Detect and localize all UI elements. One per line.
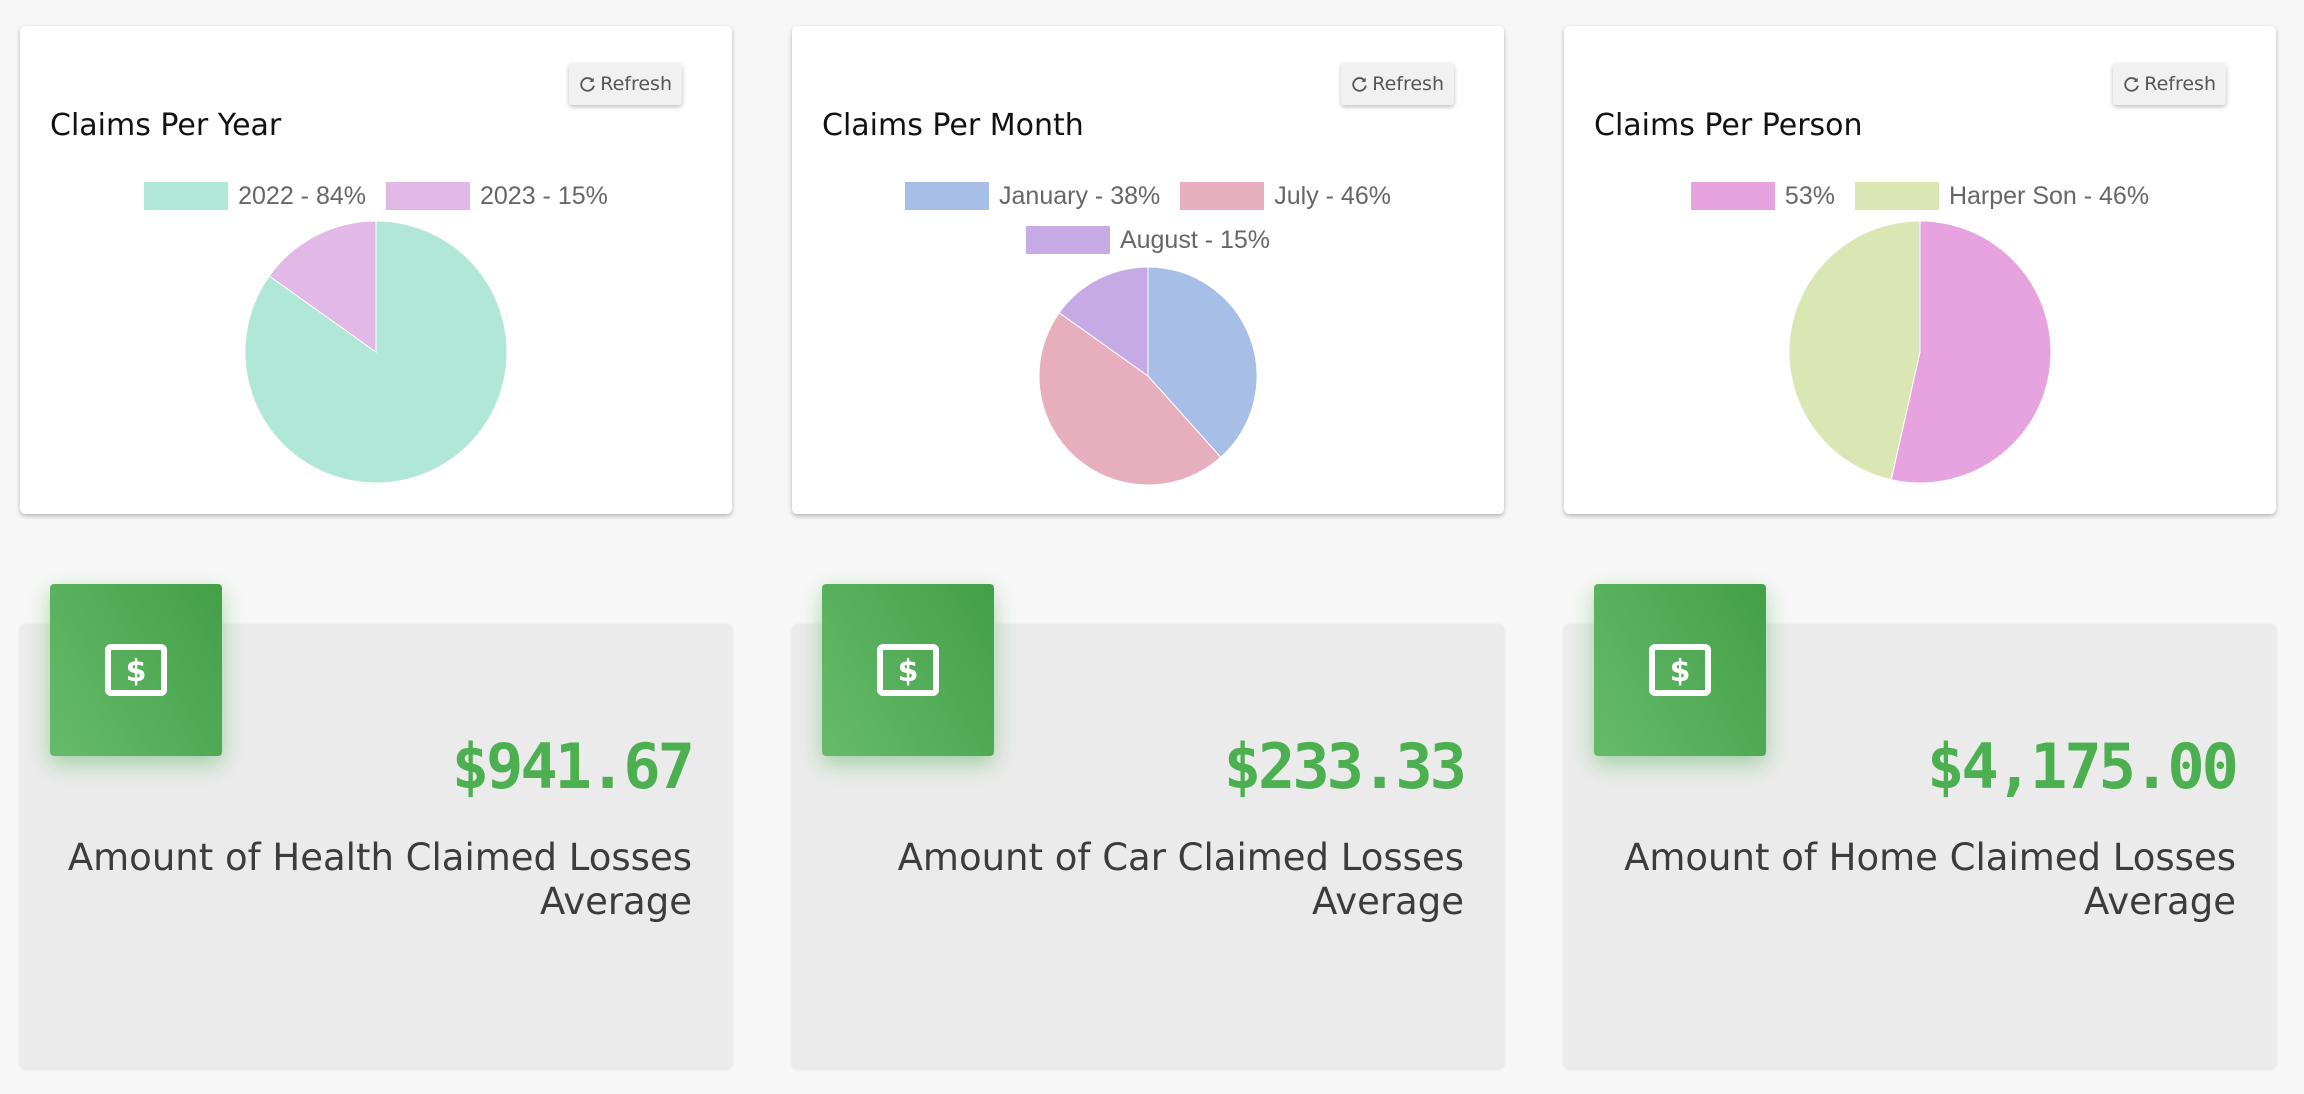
legend-item[interactable]: 2023 - 15% xyxy=(386,182,608,211)
claims-per-month-card: Claims Per Month Refresh January - 38% J… xyxy=(792,26,1504,514)
legend-item[interactable]: August - 15% xyxy=(1025,225,1271,255)
pie-slice-august[interactable] xyxy=(1058,266,1149,377)
legend-item[interactable]: 53% xyxy=(1690,181,1835,211)
legend-label: Harper Son - 46% xyxy=(1948,181,2150,210)
money-bill-icon: $ xyxy=(877,644,939,696)
chart-title: Claims Per Month xyxy=(822,108,1084,143)
legend-item[interactable]: July - 46% xyxy=(1180,182,1391,211)
legend-label: July - 46% xyxy=(1274,181,1391,210)
chart-title: Claims Per Person xyxy=(1594,108,1863,143)
legend-swatch xyxy=(386,182,470,210)
claims-per-person-card: Claims Per Person Refresh 53% Harper Son… xyxy=(1564,26,2276,514)
refresh-icon xyxy=(1352,76,1367,92)
refresh-label: Refresh xyxy=(600,73,672,95)
refresh-button[interactable]: Refresh xyxy=(569,63,682,105)
chart-title: Claims Per Year xyxy=(50,108,282,143)
money-bill-icon: $ xyxy=(1649,644,1711,696)
pie-slice-2023[interactable] xyxy=(268,220,377,353)
legend-item[interactable]: 2022 - 84% xyxy=(144,182,366,211)
legend-label: 2023 - 15% xyxy=(480,181,608,210)
stat-value: $4,175.00 xyxy=(1927,730,2239,803)
legend-swatch xyxy=(905,182,990,210)
legend-label: 53% xyxy=(1784,181,1835,210)
svg-text:$: $ xyxy=(126,654,147,689)
stat-label: Amount of Health Claimed Losses Average xyxy=(67,836,692,923)
legend-swatch xyxy=(144,182,229,210)
svg-text:$: $ xyxy=(898,654,919,689)
claims-per-year-pie xyxy=(244,220,508,484)
home-claims-stat-card: $4,175.00 Amount of Home Claimed Losses … xyxy=(1564,624,2276,1068)
pie-slice-january[interactable] xyxy=(1147,266,1258,458)
pie-slice-july[interactable] xyxy=(1038,312,1222,486)
legend-item[interactable]: January - 38% xyxy=(905,182,1160,211)
legend-label: 2022 - 84% xyxy=(238,181,366,210)
refresh-icon xyxy=(2124,76,2139,92)
stat-label: Amount of Car Claimed Losses Average xyxy=(897,836,1464,923)
legend-swatch xyxy=(1690,182,1775,210)
claims-per-person-pie xyxy=(1788,220,2052,484)
refresh-label: Refresh xyxy=(2144,73,2216,95)
svg-text:$: $ xyxy=(1670,654,1691,689)
refresh-button[interactable]: Refresh xyxy=(2113,63,2226,105)
stat-value: $941.67 xyxy=(451,730,695,803)
chart-legend: 2022 - 84% 2023 - 15% xyxy=(20,174,732,218)
legend-label: August - 15% xyxy=(1119,225,1271,254)
money-bill-icon-box: $ xyxy=(1594,584,1766,756)
money-bill-icon: $ xyxy=(105,644,167,696)
pie-slice-harper-son[interactable] xyxy=(1788,220,1921,481)
stat-value: $233.33 xyxy=(1223,730,1467,803)
refresh-label: Refresh xyxy=(1372,73,1444,95)
legend-swatch xyxy=(1025,226,1110,254)
legend-swatch xyxy=(1180,182,1265,210)
refresh-button[interactable]: Refresh xyxy=(1341,63,1454,105)
claims-per-month-pie xyxy=(1038,266,1258,486)
pie-slice-unnamed[interactable] xyxy=(1890,220,2052,484)
chart-legend: January - 38% July - 46% August - 15% xyxy=(792,174,1504,262)
legend-item[interactable]: Harper Son - 46% xyxy=(1854,181,2150,211)
stat-label: Amount of Home Claimed Losses Average xyxy=(1624,836,2236,923)
money-bill-icon-box: $ xyxy=(822,584,994,756)
chart-legend: 53% Harper Son - 46% xyxy=(1564,174,2276,218)
claims-per-year-card: Claims Per Year Refresh 2022 - 84% 2023 … xyxy=(20,26,732,514)
refresh-icon xyxy=(580,76,595,92)
legend-swatch xyxy=(1854,182,1939,210)
money-bill-icon-box: $ xyxy=(50,584,222,756)
legend-label: January - 38% xyxy=(999,181,1161,210)
